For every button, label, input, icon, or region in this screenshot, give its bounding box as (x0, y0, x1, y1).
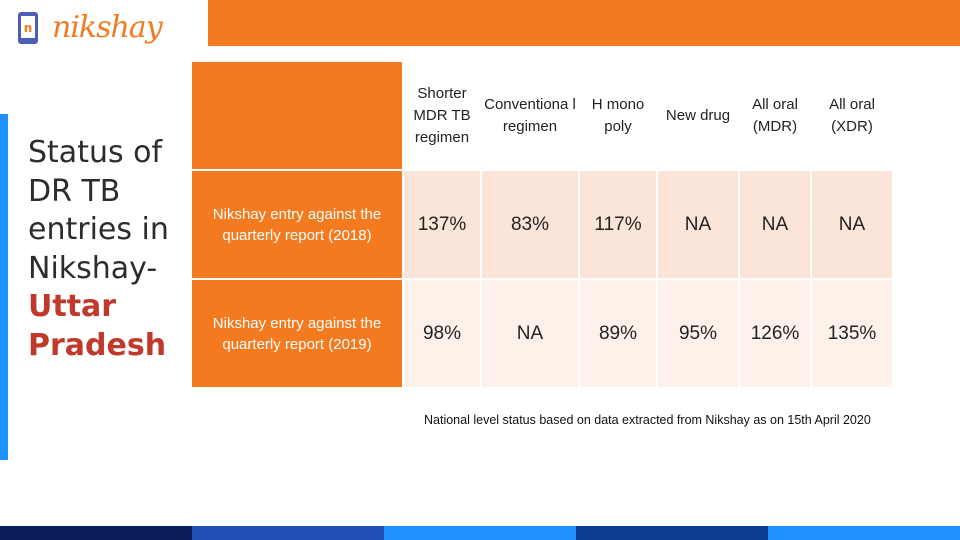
slide-title: Status of DR TB entries in Nikshay- Utta… (28, 134, 188, 365)
table-cell: NA (482, 280, 578, 387)
strip-segment (576, 526, 768, 540)
table-cell: 117% (580, 171, 656, 278)
bottom-color-strip (0, 526, 960, 540)
title-line: DR TB (28, 173, 121, 209)
title-line: Nikshay- (28, 250, 158, 286)
strip-segment (192, 526, 384, 540)
title-highlight: Pradesh (28, 327, 167, 363)
table-cell: NA (658, 171, 738, 278)
strip-segment (768, 526, 960, 540)
header-bar (208, 0, 960, 46)
footnote: National level status based on data extr… (424, 413, 871, 427)
table-cell: 135% (812, 280, 892, 387)
status-table: Shorter MDR TB regimen Conventiona l reg… (190, 60, 894, 389)
left-accent-bar (0, 114, 8, 460)
row-label: Nikshay entry against the quarterly repo… (192, 171, 402, 278)
table-cell: 83% (482, 171, 578, 278)
title-line: entries in (28, 212, 169, 247)
row-label: Nikshay entry against the quarterly repo… (192, 280, 402, 387)
table-cell: 89% (580, 280, 656, 387)
column-header: New drug (658, 62, 738, 169)
table-cell: NA (740, 171, 810, 278)
strip-segment (0, 526, 192, 540)
table-cell: 98% (404, 280, 480, 387)
table-row: Nikshay entry against the quarterly repo… (192, 280, 892, 387)
table-cell: NA (812, 171, 892, 278)
column-header: Shorter MDR TB regimen (404, 62, 480, 169)
column-header: All oral (XDR) (812, 62, 892, 169)
phone-icon: n (18, 12, 38, 44)
title-line: Status of (28, 135, 163, 170)
table-cell: 95% (658, 280, 738, 387)
nikshay-logo: n nikshay (12, 8, 163, 50)
table-cell: 137% (404, 171, 480, 278)
svg-text:n: n (24, 21, 33, 35)
title-highlight: Uttar (28, 289, 117, 324)
strip-segment (384, 526, 576, 540)
column-header: H mono poly (580, 62, 656, 169)
table-corner (192, 62, 402, 169)
table-cell: 126% (740, 280, 810, 387)
column-header: Conventiona l regimen (482, 62, 578, 169)
logo-text: nikshay (52, 10, 163, 45)
table-row: Nikshay entry against the quarterly repo… (192, 171, 892, 278)
column-header: All oral (MDR) (740, 62, 810, 169)
